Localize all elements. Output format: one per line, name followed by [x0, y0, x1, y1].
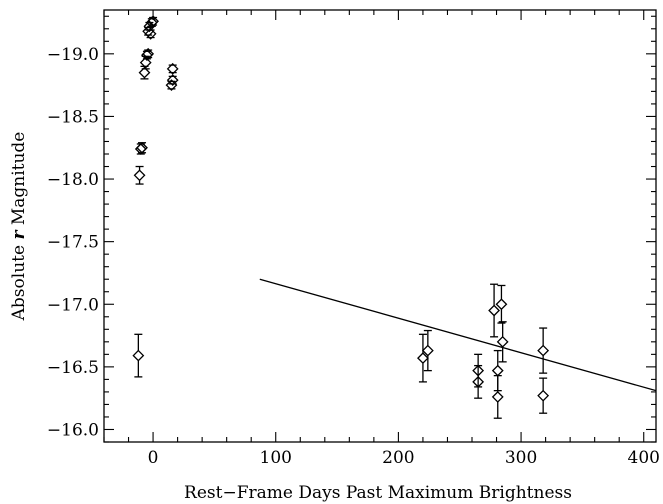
- x-tick-label: 100: [260, 448, 292, 468]
- data-point: [136, 141, 148, 154]
- diamond-marker: [147, 15, 159, 28]
- y-tick-label: −18.0: [47, 170, 99, 190]
- data-point: [144, 27, 157, 40]
- y-tick-labels: −16.0 −16.5 −17.0 −17.5 −18.0 −18.5 −19.0: [47, 45, 99, 441]
- data-point: [496, 321, 509, 363]
- x-tick-label: 0: [148, 448, 159, 468]
- plot-frame: [103, 9, 657, 443]
- data-point: [165, 79, 178, 92]
- diamond-marker: [421, 344, 434, 357]
- diamond-marker: [491, 391, 504, 403]
- diamond-marker: [491, 364, 504, 377]
- diamond-marker: [136, 141, 148, 154]
- data-point: [147, 15, 159, 28]
- diamond-marker: [166, 74, 179, 87]
- data-point: [421, 329, 434, 372]
- data-point: [472, 353, 485, 388]
- diamond-marker: [132, 349, 145, 362]
- fit-line: [259, 278, 657, 392]
- data-point: [537, 377, 550, 414]
- x-axis-title: Rest−Frame Days Past Maximum Brightness: [184, 483, 572, 503]
- data-point: [495, 284, 508, 324]
- x-tick-label: 200: [382, 448, 414, 468]
- y-tick-label: −18.5: [47, 107, 99, 127]
- diamond-marker: [133, 169, 146, 182]
- diamond-marker: [139, 56, 152, 69]
- y-tick-label: −16.5: [47, 358, 99, 378]
- y-axis-title: Absolute r Magnitude: [9, 132, 29, 322]
- diamond-marker: [496, 335, 509, 348]
- y-tick-label: −16.0: [47, 420, 99, 440]
- data-point: [537, 327, 550, 374]
- fit-line-group: [259, 278, 657, 392]
- y-axis-title-prefix: Absolute: [9, 240, 29, 322]
- data-points-group: [132, 15, 550, 419]
- data-point: [132, 333, 145, 378]
- x-tick-labels: 0 100 200 300 400: [148, 448, 660, 468]
- data-point: [488, 283, 500, 338]
- data-point: [491, 374, 504, 419]
- data-point: [166, 62, 179, 75]
- axis-ticks: [103, 10, 656, 443]
- y-axis-title-suffix: Magnitude: [9, 132, 29, 231]
- data-point: [133, 165, 146, 185]
- diamond-marker: [166, 62, 179, 75]
- x-tick-label: 300: [505, 448, 537, 468]
- y-tick-label: −17.0: [47, 295, 99, 315]
- data-point: [166, 74, 179, 87]
- y-axis-title-italic: r: [9, 230, 29, 240]
- x-tick-label: 400: [628, 448, 660, 468]
- diamond-marker: [144, 27, 157, 40]
- y-tick-label: −17.5: [47, 233, 99, 253]
- diamond-marker: [537, 344, 550, 357]
- diamond-marker: [537, 389, 550, 402]
- data-point: [417, 333, 429, 383]
- diamond-marker: [142, 47, 155, 60]
- y-tick-label: −19.0: [47, 45, 99, 65]
- diamond-marker: [138, 66, 151, 79]
- diamond-marker: [488, 304, 500, 317]
- diamond-marker: [472, 364, 485, 377]
- diamond-marker: [495, 298, 508, 311]
- diamond-marker: [417, 352, 429, 365]
- data-point: [142, 47, 155, 60]
